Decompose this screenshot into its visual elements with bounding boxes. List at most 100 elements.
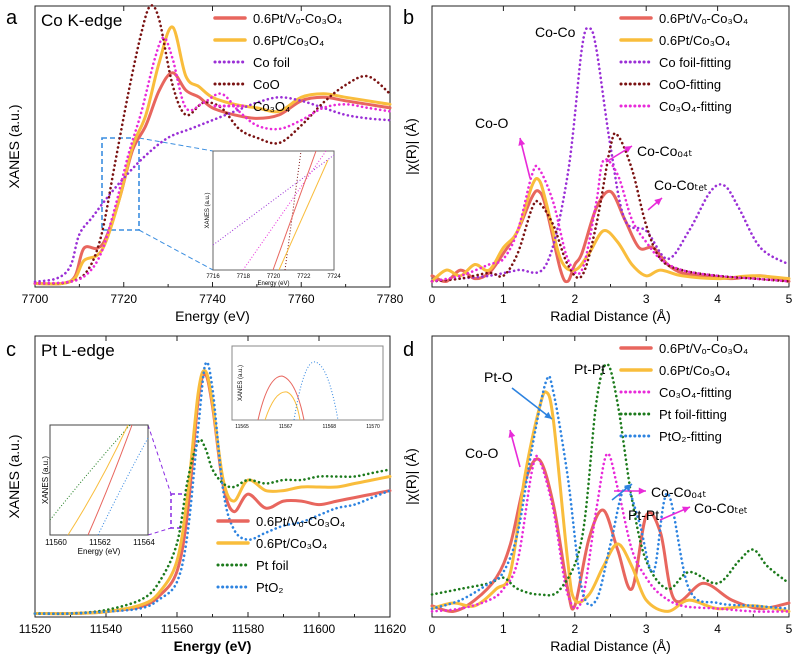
text-layer: a b c d 7700 7720 7740 7760 7780 Energy (eV) XANES… [6, 7, 793, 654]
panel-a-inset-ylabel: XANES (a.u.) [205, 192, 211, 228]
panel-a-xtick-label: 7740 [199, 292, 226, 306]
panel-b-ylabel: |χ(R)| (Å) [403, 118, 419, 175]
panel-d-series-2 [430, 452, 791, 613]
panel-b-xtick-label: 3 [643, 292, 650, 306]
panel-c-series-3 [33, 360, 392, 615]
panel-d-series-4 [430, 374, 791, 610]
panel-a-letter: a [6, 7, 18, 29]
panel-a-xtick-label: 7760 [288, 292, 315, 306]
panel-a-inset-xtick-label: 7716 [206, 274, 220, 280]
panel-c-series-2 [33, 438, 392, 616]
panel-d-annotation-co-co-tet: Co-Coₜₑₜ [694, 500, 748, 516]
axes-frames [34, 5, 790, 618]
panel-a-legend-entry: 0.6Pt/Co₃O₄ [253, 33, 324, 48]
panel-c-legend-entry: 0.6Pt/Vₒ-Co₃O₄ [256, 514, 345, 529]
panel-c-inset-right-xtick-label: 11567 [279, 424, 293, 430]
panel-a-ylabel: XANES (a.u.) [6, 104, 22, 188]
panel-a-legend-entry: CoO [253, 77, 280, 92]
panel-d-legend-entry: Co₃O₄-fitting [659, 385, 732, 400]
panel-a-legend-entry: Co₃O₄ [253, 99, 290, 114]
panel-c-inset-right-xtick-label: 11570 [366, 424, 380, 430]
panel-a-series-3 [33, 4, 392, 285]
panel-c-inset-left-series-0 [49, 424, 131, 521]
panel-c-inset-left-frame [49, 424, 149, 536]
panel-c-inset-left-xtick-label: 11560 [45, 538, 67, 547]
panel-a-series-2 [33, 95, 392, 283]
panel-d-annotation-co-o: Co-O [465, 445, 499, 461]
panel-a-zoom-connector [138, 137, 214, 152]
panel-d-arrow-co-co-oct-head [638, 487, 646, 495]
panel-d-series-0 [430, 457, 791, 613]
panel-c-xtick-label: 11520 [19, 622, 52, 636]
panel-a-inset-series-4 [278, 159, 329, 271]
panel-b-xlabel: Radial Distance (Å) [550, 308, 671, 324]
panel-b-arrow-co-co-oct-head [624, 146, 632, 153]
panel-a-title: Co K-edge [41, 11, 122, 30]
panel-d-legend-entry: Pt foil-fitting [659, 407, 727, 422]
panel-a-legend-entry: Co foil [253, 55, 290, 70]
panel-d-arrow-pt-o-head [544, 411, 552, 419]
panel-c-legend-entry: 0.6Pt/Co₃O₄ [256, 536, 327, 551]
panel-d-annotation-pt-pt-2: Pt-Pt [628, 507, 659, 523]
panel-b-annotation-co-co-tet: Co-Coₜₑₜ [654, 177, 708, 193]
panel-a-xtick-label: 7720 [110, 292, 137, 306]
panel-c-xtick-label: 11620 [374, 622, 407, 636]
panel-b-series-0 [430, 189, 791, 284]
panel-b-xtick-label: 4 [714, 292, 721, 306]
panel-c-inset-left-xtick-label: 11564 [133, 538, 155, 547]
panel-b-series-3 [430, 131, 791, 283]
panel-c-inset-right-frame [231, 345, 384, 421]
panel-b-legend-entry: Co foil-fitting [659, 55, 731, 70]
panel-c-inset-left-series-2 [87, 424, 133, 536]
panel-c-ylabel: XANES (a.u.) [6, 434, 22, 518]
panel-a-inset-xtick-label: 7722 [297, 274, 311, 280]
panel-c-legend-entry: Pt foil [256, 558, 289, 573]
panel-c-inset-left-ylabel: XANES (a.u.) [41, 456, 50, 504]
panel-c-inset-right-series-1 [264, 391, 301, 421]
panel-c-inset-right-series-2 [293, 361, 339, 421]
panel-b-xtick-label: 2 [571, 292, 578, 306]
panel-a-inset-xlabel: Energy (eV) [257, 281, 289, 287]
panel-b-arrow-co-o-head [518, 138, 526, 146]
panel-a-xlabel: Energy (eV) [175, 308, 250, 324]
panel-b-series-2 [430, 26, 791, 283]
panel-c-inset-right-ylabel: XANES (a.u.) [238, 365, 244, 401]
panel-c-xtick-label: 11540 [90, 622, 123, 636]
panel-d-xtick-label: 3 [643, 622, 650, 636]
panel-a-series-0 [33, 71, 392, 286]
panel-c-xtick-label: 11560 [161, 622, 194, 636]
panel-b-xtick-label: 1 [500, 292, 507, 306]
panel-b-legend-entry: 0.6Pt/Co₃O₄ [659, 33, 730, 48]
panel-d-legend-entry: 0.6Pt/Co₃O₄ [659, 363, 730, 378]
panel-d-arrow-pt-o [511, 387, 553, 420]
panel-c-inset-left-series-1 [67, 424, 129, 536]
panel-d-legend-entry: PtO₂-fitting [659, 429, 722, 444]
panel-a-zoom-connector [138, 229, 214, 271]
panel-d-xtick-label: 5 [786, 622, 793, 636]
panel-a-inset-xtick-label: 7718 [237, 274, 251, 280]
panel-d-annotation-pt-o: Pt-O [484, 369, 513, 385]
panel-b-annotation-co-co-oct: Co-Coₒ₄ₜ [637, 143, 693, 159]
series-layer [33, 4, 791, 616]
panel-b-xtick-label: 0 [429, 292, 436, 306]
panel-a-xtick-label: 7700 [22, 292, 49, 306]
panel-c-letter: c [6, 339, 16, 361]
panel-d-xtick-label: 4 [714, 622, 721, 636]
panel-a-inset-xtick-label: 7724 [327, 274, 341, 280]
panel-c-inset-right-xtick-label: 11568 [323, 424, 337, 430]
panel-c-legend-entry: PtO₂ [256, 580, 283, 595]
panel-d-xtick-label: 0 [429, 622, 436, 636]
panel-c-inset-left-xtick-label: 11562 [89, 538, 111, 547]
panel-a-legend-entry: 0.6Pt/Vₒ-Co₃O₄ [253, 11, 342, 26]
panel-c-zoom-connector [147, 424, 172, 495]
panel-a-inset-series-2 [242, 150, 327, 271]
panel-d-legend-entry: 0.6Pt/Vₒ-Co₃O₄ [659, 341, 748, 356]
panel-d-arrow-co-co-tet-head [682, 506, 690, 514]
panel-c-xtick-label: 11600 [303, 622, 336, 636]
panel-a-inset-frame [212, 150, 335, 271]
panel-b-letter: b [403, 7, 414, 29]
panel-c-xtick-label: 11580 [232, 622, 265, 636]
panel-a-inset-series-1 [284, 150, 302, 271]
panel-d-annotation-co-co-oct: Co-Coₒ₄ₜ [651, 484, 707, 500]
